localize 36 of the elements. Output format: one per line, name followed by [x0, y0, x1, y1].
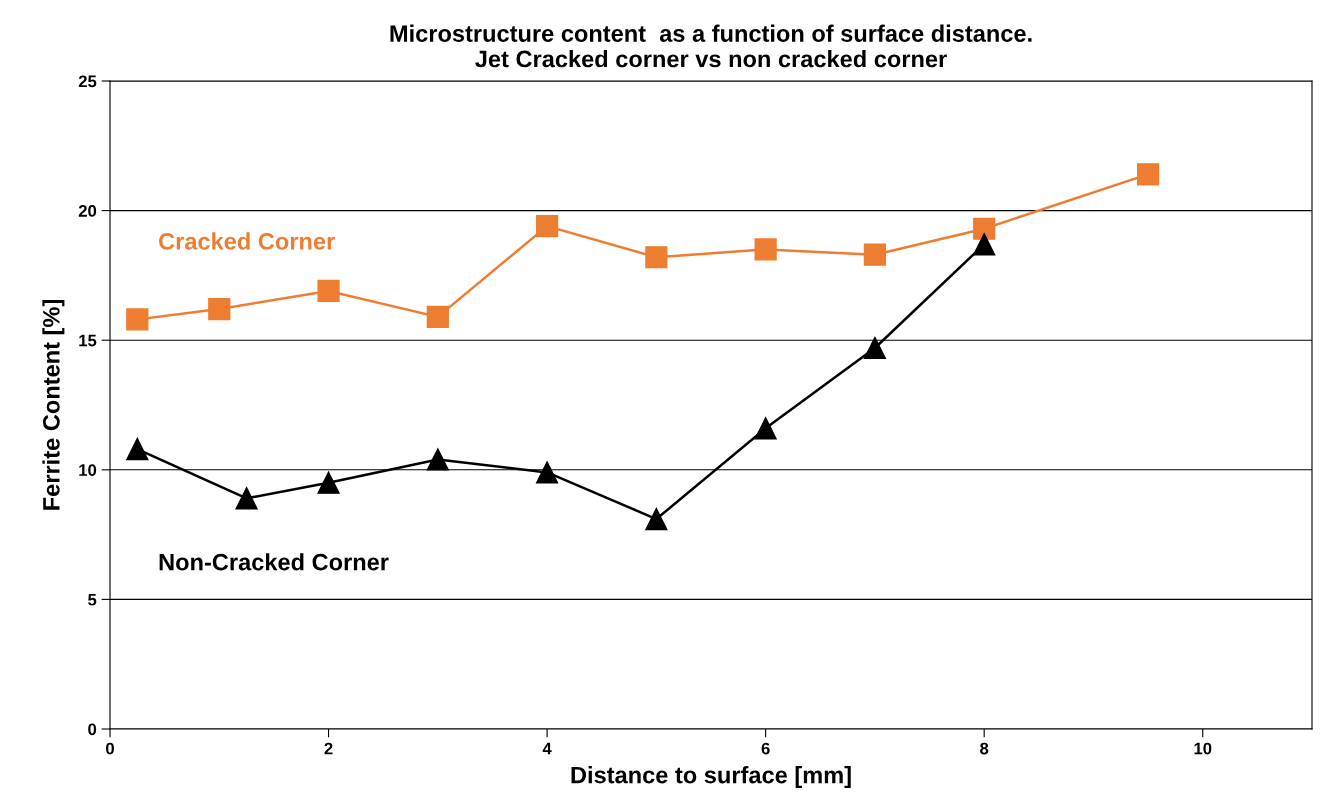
point [863, 243, 887, 266]
x-tick-label: 0 [106, 742, 114, 755]
y-tick-label: 20 [78, 205, 97, 217]
point [535, 215, 559, 238]
y-tick-label: 5 [88, 593, 97, 606]
point [317, 471, 340, 494]
point [645, 246, 668, 269]
y-tick-label: 0 [88, 723, 97, 736]
point [973, 217, 996, 240]
point [1136, 163, 1160, 186]
y-axis-title: Ferrite Content [%] [42, 300, 65, 510]
point [126, 308, 149, 331]
point [535, 461, 559, 484]
point [754, 238, 777, 261]
x-axis-title: Distance to surface [mm] [571, 766, 851, 789]
x-tick-label: 2 [324, 742, 333, 755]
point [973, 233, 996, 256]
text: Non-Cracked Corner [159, 553, 389, 571]
point [754, 417, 777, 440]
x-tick-label: 8 [980, 742, 989, 755]
point [208, 297, 231, 321]
y-tick-label: 10 [79, 464, 97, 476]
point [645, 507, 668, 531]
point [317, 279, 340, 303]
y-tick-label: 15 [79, 334, 97, 347]
point [426, 448, 449, 471]
x-tick-label: 4 [542, 742, 552, 755]
series-label: Cracked Corner [159, 232, 335, 250]
x-tick-label: 10 [1194, 742, 1212, 755]
x-tick-label: 6 [761, 742, 770, 755]
point [426, 305, 449, 328]
point [126, 437, 149, 461]
point [863, 336, 887, 360]
y-tick-label: 25 [78, 75, 97, 88]
point [235, 487, 258, 510]
chart-title: Microstructure content as a function of surface distance. Jet Cracked corner vs non cracked corner [390, 24, 1032, 68]
